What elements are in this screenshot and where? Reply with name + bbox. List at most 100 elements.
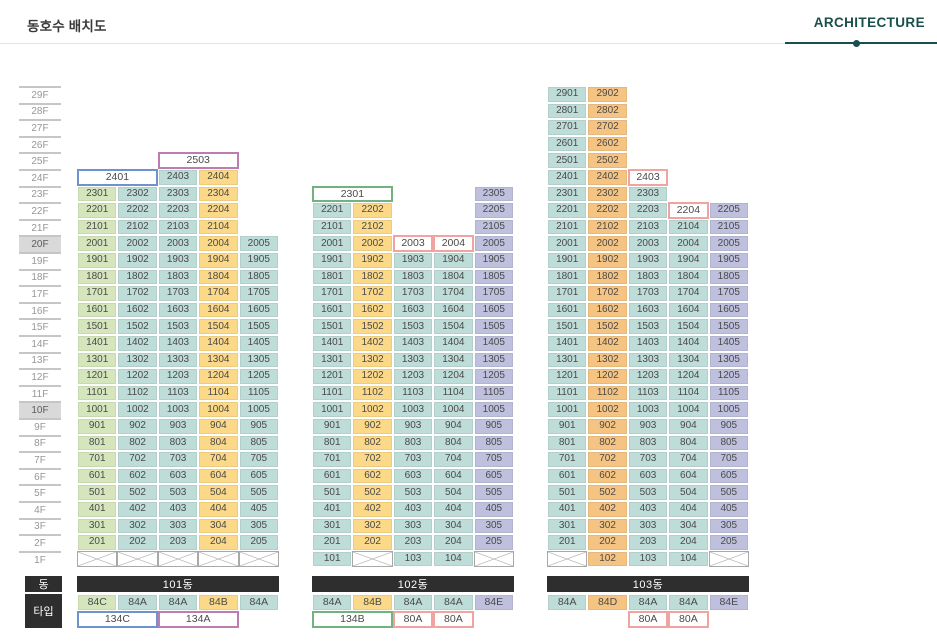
unit-cell[interactable]: 1302 (587, 351, 628, 369)
unit-cell[interactable]: 303 (157, 517, 199, 535)
unit-cell[interactable]: 803 (392, 434, 434, 452)
unit-cell[interactable]: 1501 (77, 318, 118, 335)
unit-cell[interactable]: 505 (473, 484, 514, 501)
unit-cell[interactable]: 2401 (547, 169, 588, 186)
unit-cell[interactable]: 1903 (157, 252, 199, 269)
unit-cell[interactable]: 1005 (473, 401, 514, 418)
unit-cell[interactable]: 1202 (587, 368, 628, 385)
unit-cell[interactable]: 2002 (352, 235, 393, 252)
unit-cell[interactable]: 703 (392, 451, 434, 468)
unit-cell[interactable]: 205 (473, 534, 514, 551)
unit-cell[interactable]: 903 (392, 418, 434, 435)
unit-cell[interactable]: 1603 (157, 301, 199, 319)
unit-cell[interactable]: 402 (587, 501, 628, 518)
unit-cell[interactable]: 2402 (587, 169, 628, 186)
unit-cell[interactable]: 2003 (627, 235, 669, 252)
unit-cell[interactable]: 802 (352, 434, 393, 452)
unit-cell[interactable]: 202 (117, 534, 158, 551)
unit-cell[interactable]: 502 (117, 484, 158, 501)
unit-cell[interactable]: 1701 (77, 285, 118, 302)
unit-cell[interactable]: 805 (238, 434, 279, 452)
unit-cell[interactable]: 604 (198, 467, 239, 485)
unit-cell[interactable]: 1604 (433, 301, 474, 319)
unit-cell[interactable]: 2403 (157, 169, 199, 186)
unit-cell[interactable]: 804 (668, 434, 709, 452)
unit-cell[interactable]: 1202 (117, 368, 158, 385)
unit-cell[interactable]: 1402 (117, 335, 158, 352)
unit-cell[interactable]: 1404 (433, 335, 474, 352)
unit-cell[interactable]: 605 (708, 467, 749, 485)
unit-cell[interactable]: 904 (668, 418, 709, 435)
unit-cell[interactable]: 2303 (157, 185, 199, 203)
unit-cell[interactable]: 603 (627, 467, 669, 485)
unit-cell[interactable]: 1801 (547, 268, 588, 286)
unit-cell[interactable]: 1103 (157, 384, 199, 402)
unit-cell[interactable]: 1805 (708, 268, 749, 286)
unit-cell[interactable]: 705 (708, 451, 749, 468)
unit-cell[interactable]: 1103 (627, 384, 669, 402)
unit-cell[interactable]: 204 (668, 534, 709, 551)
unit-cell[interactable]: 1301 (547, 351, 588, 369)
unit-cell[interactable]: 1501 (312, 318, 353, 335)
unit-cell[interactable]: 104 (433, 550, 474, 568)
unit-cell[interactable]: 2102 (587, 218, 628, 236)
unit-cell[interactable]: 1802 (117, 268, 158, 286)
unit-cell[interactable]: 1503 (392, 318, 434, 335)
unit-cell[interactable]: 401 (312, 501, 353, 518)
unit-cell[interactable]: 603 (392, 467, 434, 485)
unit-cell[interactable]: 2304 (198, 185, 239, 203)
unit-cell[interactable]: 703 (627, 451, 669, 468)
unit-cell[interactable]: 602 (352, 467, 393, 485)
unit-cell[interactable]: 1405 (708, 335, 749, 352)
unit-cell[interactable]: 804 (198, 434, 239, 452)
unit-cell[interactable]: 303 (627, 517, 669, 535)
unit-cell[interactable]: 2303 (627, 185, 669, 203)
unit-cell[interactable]: 2001 (77, 235, 118, 252)
unit-cell[interactable]: 1701 (547, 285, 588, 302)
unit-cell[interactable]: 1204 (198, 368, 239, 385)
unit-cell[interactable]: 2004 (198, 235, 239, 252)
unit-cell[interactable]: 404 (433, 501, 474, 518)
unit-cell[interactable]: 503 (627, 484, 669, 501)
unit-cell[interactable]: 1605 (473, 301, 514, 319)
unit-cell[interactable]: 301 (312, 517, 353, 535)
unit-cell[interactable]: 1104 (668, 384, 709, 402)
unit-cell[interactable]: 203 (627, 534, 669, 551)
unit-cell[interactable]: 402 (117, 501, 158, 518)
unit-cell[interactable]: 1202 (352, 368, 393, 385)
unit-cell[interactable]: 505 (238, 484, 279, 501)
unit-cell[interactable]: 1803 (627, 268, 669, 286)
unit-cell[interactable]: 2301 (312, 185, 393, 203)
unit-cell[interactable]: 402 (352, 501, 393, 518)
unit-cell[interactable]: 2203 (157, 202, 199, 219)
unit-cell[interactable]: 2204 (668, 202, 709, 219)
unit-cell[interactable]: 805 (708, 434, 749, 452)
unit-cell[interactable]: 1902 (352, 252, 393, 269)
unit-cell[interactable]: 1803 (392, 268, 434, 286)
unit-cell[interactable]: 1104 (198, 384, 239, 402)
unit-cell[interactable]: 2403 (627, 169, 669, 186)
unit-cell[interactable]: 2501 (547, 152, 588, 169)
unit-cell[interactable]: 904 (198, 418, 239, 435)
unit-cell[interactable]: 1204 (668, 368, 709, 385)
unit-cell[interactable]: 1104 (433, 384, 474, 402)
unit-cell[interactable]: 2104 (668, 218, 709, 236)
unit-cell[interactable]: 801 (312, 434, 353, 452)
unit-cell[interactable]: 405 (473, 501, 514, 518)
unit-cell[interactable]: 604 (668, 467, 709, 485)
unit-cell[interactable]: 2101 (547, 218, 588, 236)
unit-cell[interactable]: 503 (392, 484, 434, 501)
unit-cell[interactable]: 2305 (473, 185, 514, 203)
unit-cell[interactable]: 1603 (392, 301, 434, 319)
unit-cell[interactable]: 501 (77, 484, 118, 501)
unit-cell[interactable]: 1005 (238, 401, 279, 418)
unit-cell[interactable]: 701 (547, 451, 588, 468)
unit-cell[interactable]: 2004 (433, 235, 474, 252)
unit-cell[interactable]: 1903 (627, 252, 669, 269)
unit-cell[interactable]: 1802 (352, 268, 393, 286)
unit-cell[interactable]: 1003 (627, 401, 669, 418)
unit-cell[interactable]: 1405 (473, 335, 514, 352)
unit-cell[interactable]: 903 (157, 418, 199, 435)
unit-cell[interactable]: 1803 (157, 268, 199, 286)
unit-cell[interactable]: 1905 (473, 252, 514, 269)
